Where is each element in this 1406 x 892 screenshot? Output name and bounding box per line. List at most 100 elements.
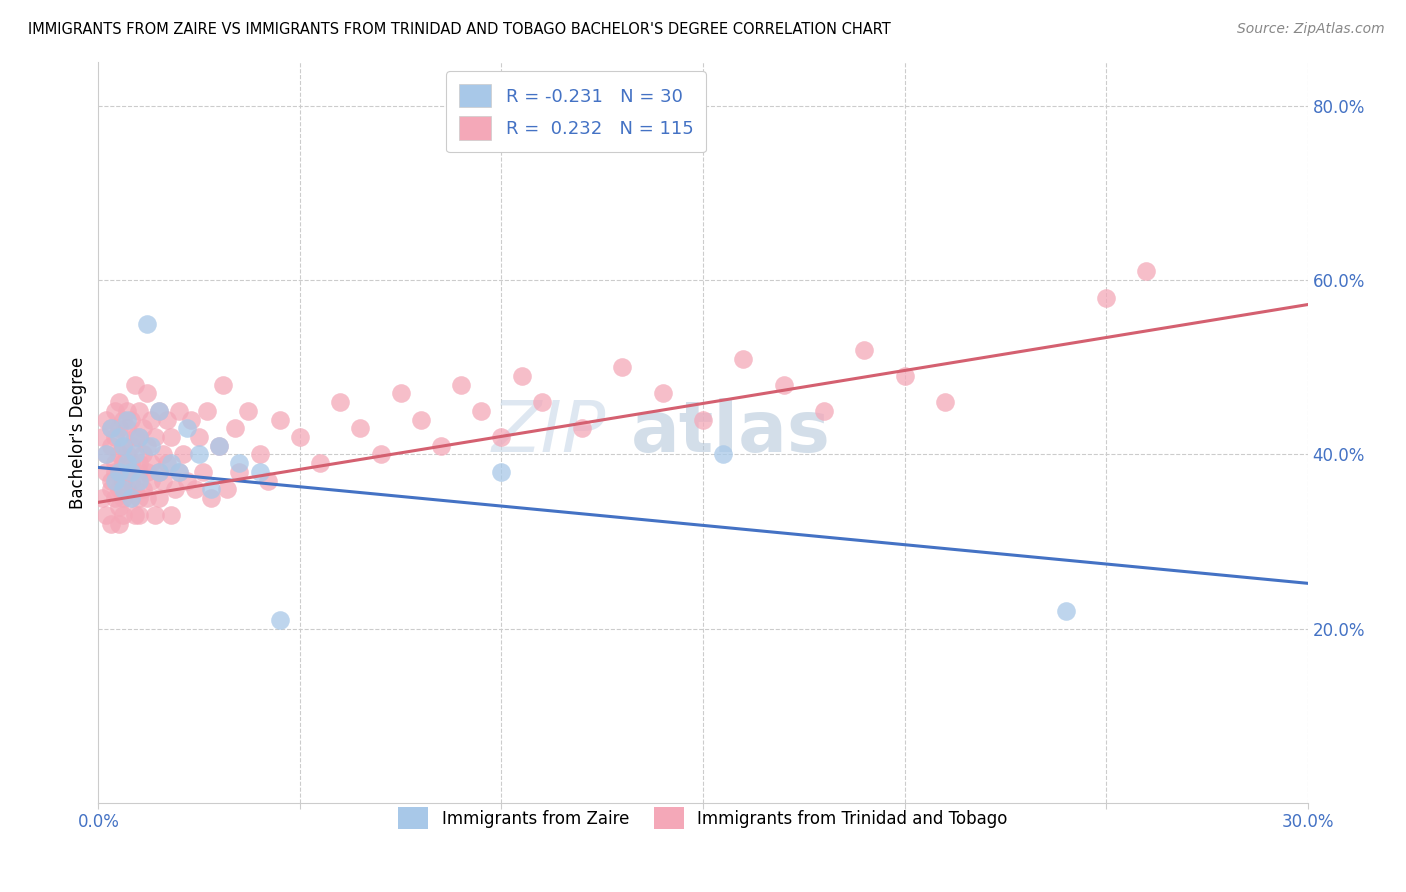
Point [111,474,134,488]
Point [96,508,118,523]
Text: IMMIGRANTS FROM ZAIRE VS IMMIGRANTS FROM TRINIDAD AND TOBAGO BACHELOR'S DEGREE C: IMMIGRANTS FROM ZAIRE VS IMMIGRANTS FROM… [28,22,891,37]
Y-axis label: Bachelor's Degree: Bachelor's Degree [69,357,87,508]
Point [1095,291,1118,305]
Point [107,430,129,444]
Point [288,430,311,444]
Point [96,447,118,461]
Point [128,474,150,488]
Point [120,465,142,479]
Point [193,465,215,479]
Point [148,465,170,479]
Point [217,482,239,496]
Point [143,430,166,444]
Point [167,404,190,418]
Point [139,412,162,426]
Legend: Immigrants from Zaire, Immigrants from Trinidad and Tobago: Immigrants from Zaire, Immigrants from T… [388,797,1018,838]
Point [115,447,138,461]
Point [530,395,553,409]
Point [128,430,150,444]
Point [120,474,142,488]
Point [100,421,122,435]
Point [124,508,146,523]
Point [1135,264,1157,278]
Point [148,491,170,505]
Point [228,456,250,470]
Point [111,412,134,426]
Point [176,474,198,488]
Point [103,474,125,488]
Point [135,317,157,331]
Point [409,412,432,426]
Point [96,465,118,479]
Point [188,447,211,461]
Point [107,517,129,532]
Point [135,465,157,479]
Point [128,491,150,505]
Point [128,465,150,479]
Point [120,439,142,453]
Point [124,377,146,392]
Point [200,491,222,505]
Point [120,491,142,505]
Point [711,447,734,461]
Point [163,482,186,496]
Point [370,447,392,461]
Point [115,412,138,426]
Text: Source: ZipAtlas.com: Source: ZipAtlas.com [1237,22,1385,37]
Point [651,386,673,401]
Point [309,456,332,470]
Point [200,482,222,496]
Point [491,465,513,479]
Point [100,474,122,488]
Point [329,395,352,409]
Point [148,465,170,479]
Point [135,386,157,401]
Point [115,404,138,418]
Point [180,412,202,426]
Point [256,474,278,488]
Point [269,613,291,627]
Point [156,412,179,426]
Point [128,508,150,523]
Point [167,465,190,479]
Point [212,377,235,392]
Point [124,482,146,496]
Point [124,430,146,444]
Point [103,456,125,470]
Point [107,421,129,435]
Point [1054,604,1077,618]
Point [120,412,142,426]
Point [389,386,412,401]
Point [208,439,231,453]
Point [128,430,150,444]
Point [612,360,634,375]
Point [91,491,114,505]
Point [249,465,271,479]
Point [148,404,170,418]
Point [107,465,129,479]
Point [132,482,155,496]
Point [115,456,138,470]
Point [934,395,956,409]
Point [172,447,194,461]
Point [115,482,138,496]
Point [188,430,211,444]
Point [103,404,125,418]
Point [893,369,915,384]
Point [103,430,125,444]
Point [571,421,593,435]
Point [772,377,794,392]
Point [103,465,125,479]
Point [733,351,755,366]
Point [143,508,166,523]
Point [111,439,134,453]
Point [510,369,533,384]
Point [139,474,162,488]
Point [100,421,122,435]
Point [195,404,218,418]
Point [152,447,174,461]
Point [152,474,174,488]
Point [103,491,125,505]
Point [111,456,134,470]
Point [107,465,129,479]
